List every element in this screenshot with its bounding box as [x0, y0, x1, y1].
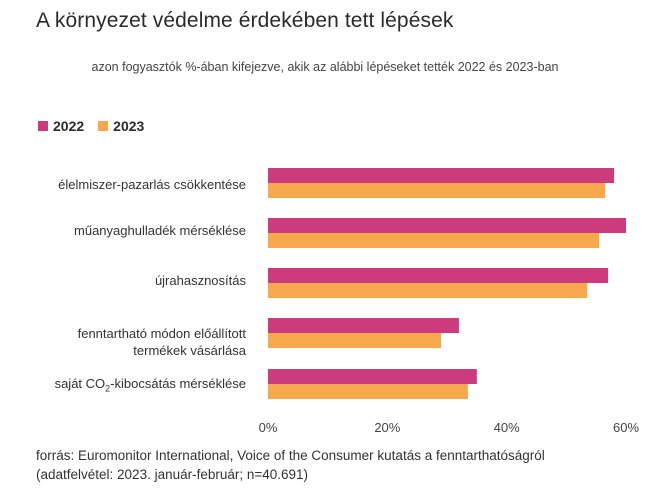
- chart-subtitle: azon fogyasztók %-ában kifejezve, akik a…: [91, 60, 559, 74]
- source-note: forrás: Euromonitor International, Voice…: [36, 446, 545, 484]
- source-line-2: (adatfelvétel: 2023. január-február; n=4…: [36, 467, 309, 482]
- bar-2023-3: [268, 333, 442, 348]
- bar-2023-1: [268, 233, 600, 248]
- x-tick-label: 20%: [374, 420, 400, 435]
- bar-2022-0: [268, 168, 615, 183]
- bar-2022-4: [268, 369, 477, 384]
- bar-2023-2: [268, 283, 588, 298]
- category-label-co2: saját CO2-kibocsátás mérséklése: [54, 376, 246, 394]
- x-tick-label: 60%: [613, 420, 639, 435]
- bar-2022-2: [268, 268, 609, 283]
- legend-item-2022: 2022: [38, 118, 84, 134]
- x-tick-label: 40%: [494, 420, 520, 435]
- legend-label-2023: 2023: [113, 118, 145, 134]
- category-label-recycling: újrahasznosítás: [154, 273, 246, 288]
- legend-swatch-2023: [98, 121, 109, 131]
- legend-item-2023: 2023: [98, 118, 144, 134]
- bar-2022-1: [268, 218, 626, 233]
- category-label-plastic-waste: műanyaghulladék mérséklése: [74, 223, 246, 238]
- bar-2022-3: [268, 318, 459, 333]
- category-label-sustainable-products: fenntartható módon előállított termékek …: [77, 326, 246, 358]
- category-label-food-waste: élelmiszer-pazarlás csökkentése: [58, 177, 246, 192]
- legend-label-2022: 2022: [53, 118, 85, 134]
- bar-chart: 0% 20% 40% 60%: [259, 168, 639, 435]
- x-tick-label: 0%: [259, 420, 278, 435]
- legend-swatch-2022: [38, 121, 48, 131]
- bar-2023-4: [268, 384, 468, 399]
- bar-2023-0: [268, 183, 606, 198]
- source-line-1: forrás: Euromonitor International, Voice…: [36, 448, 545, 463]
- legend: 2022 2023: [38, 118, 158, 134]
- chart-title: A környezet védelme érdekében tett lépés…: [36, 9, 454, 32]
